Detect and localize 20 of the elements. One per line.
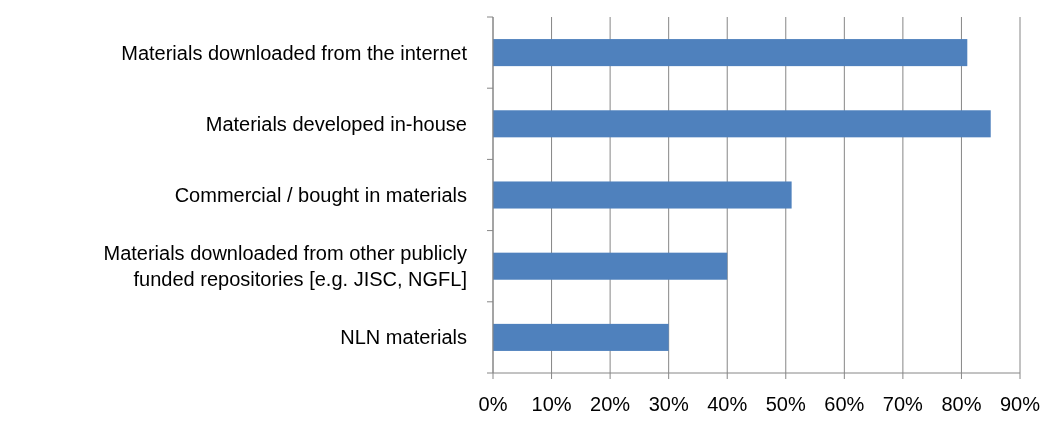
bar [493, 181, 792, 209]
x-tick-label: 60% [824, 393, 865, 415]
y-tick-label: Commercial / bought in materials [174, 184, 467, 206]
x-tick-label: 40% [707, 393, 748, 415]
x-tick-label: 70% [882, 393, 924, 415]
x-tick-label: 20% [590, 393, 631, 415]
bar [493, 39, 968, 67]
bar [493, 252, 728, 280]
x-tick-label: 80% [941, 393, 982, 415]
y-tick-label: Materials downloaded from the internet [121, 41, 468, 64]
y-tick-label: Materials developed in-house [205, 112, 467, 135]
bar [493, 323, 669, 351]
x-tick-label: 0% [478, 393, 508, 415]
x-tick-label: 50% [765, 393, 807, 415]
bar [493, 110, 991, 138]
y-tick-label: Materials downloaded from other publicly funded repositories [e.g. JISC, NGFL] [103, 242, 467, 291]
x-tick-label: 10% [531, 393, 572, 415]
y-tick-label: NLN materials [340, 326, 467, 349]
x-tick-label: 90% [999, 393, 1041, 415]
x-tick-label: 30% [648, 393, 689, 415]
